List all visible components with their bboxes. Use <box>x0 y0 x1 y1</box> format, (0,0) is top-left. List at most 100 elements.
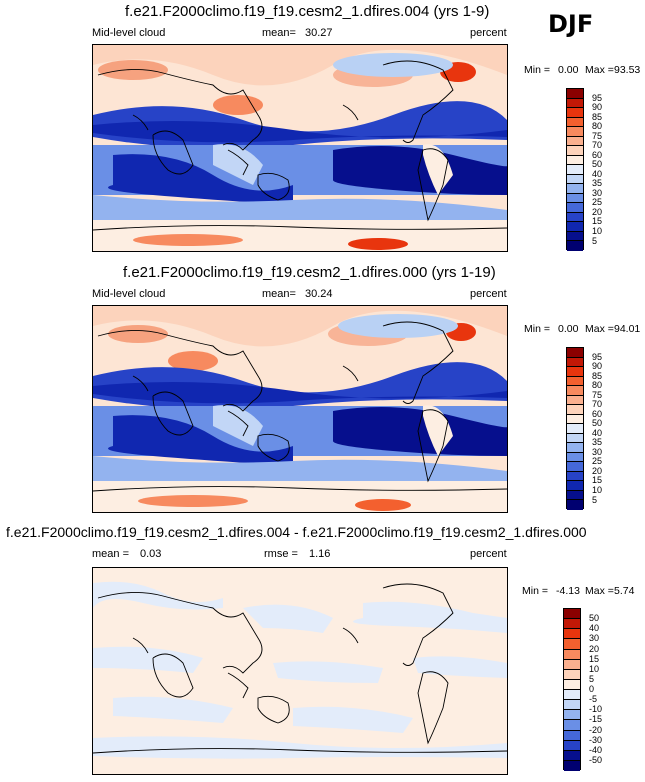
colorbar-1-swatch <box>567 231 583 242</box>
colorbar-1-swatch <box>567 203 583 213</box>
colorbar-tick-label: 30 <box>589 633 600 644</box>
panel-3-mean-value: 0.03 <box>140 548 162 560</box>
colorbar-tick-label: 50 <box>589 613 600 624</box>
colorbar-2-swatch <box>567 405 583 415</box>
colorbar-2-swatch <box>567 376 583 387</box>
colorbar-tick-label: 20 <box>589 643 600 654</box>
colorbar-3-swatch <box>564 649 580 660</box>
colorbar-1-swatch <box>567 155 583 166</box>
colorbar-tick-label: 75 <box>592 389 603 400</box>
colorbar-tick-label: 90 <box>592 361 603 372</box>
colorbar-2-swatch <box>567 481 583 491</box>
colorbar-2-swatch <box>567 443 583 453</box>
panel-1-colorbar <box>566 88 584 251</box>
colorbar-3-swatch <box>564 700 580 711</box>
panel-1-map <box>92 44 508 252</box>
colorbar-tick-label: 95 <box>592 351 603 362</box>
panel-3-units: percent <box>470 548 507 560</box>
panel-2-colorbar <box>566 347 584 510</box>
colorbar-tick-label: 60 <box>592 149 603 160</box>
panel-2-mean-value: 30.24 <box>305 288 333 300</box>
colorbar-1-swatch <box>567 184 583 194</box>
colorbar-1-swatch <box>567 193 583 204</box>
colorbar-tick-label: 85 <box>592 370 603 381</box>
colorbar-2-swatch <box>567 386 583 396</box>
panel-2-colorbar-ticks: 95 90 85 80 75 70 60 50 40 35 30 25 20 1… <box>566 347 606 509</box>
colorbar-1-swatch <box>567 127 583 137</box>
colorbar-tick-label: 70 <box>592 399 603 410</box>
panel-1-min-value: 0.00 <box>558 64 579 76</box>
colorbar-tick-label: 40 <box>592 168 603 179</box>
colorbar-tick-label: -40 <box>589 744 603 755</box>
colorbar-2-swatch <box>567 367 583 377</box>
colorbar-3-swatch <box>564 629 580 640</box>
panel-3-colorbar <box>563 608 581 771</box>
panel-2-max-value: 94.01 <box>614 323 641 335</box>
colorbar-2-swatch <box>567 500 583 510</box>
colorbar-1-swatch <box>567 117 583 128</box>
season-label: DJF <box>548 10 594 38</box>
colorbar-1-swatch <box>567 146 583 156</box>
panel-1-max-value: 93.53 <box>614 64 641 76</box>
colorbar-2-swatch <box>567 424 583 434</box>
colorbar-tick-label: 15 <box>589 653 600 664</box>
panel-3-mean-label: mean = <box>92 548 129 560</box>
colorbar-1-swatch <box>567 222 583 232</box>
colorbar-1-swatch <box>567 136 583 147</box>
colorbar-tick-label: -30 <box>589 734 603 745</box>
panel-1-min-label: Min = <box>524 64 550 76</box>
colorbar-3-swatch <box>564 720 580 731</box>
colorbar-2-swatch <box>567 462 583 472</box>
colorbar-tick-label: 50 <box>592 418 603 429</box>
colorbar-2-swatch <box>567 414 583 425</box>
colorbar-3-swatch <box>564 639 580 650</box>
panel-1-units: percent <box>470 27 507 39</box>
panel-3-min-label: Min = <box>522 585 548 597</box>
colorbar-tick-label: 10 <box>592 225 603 236</box>
colorbar-3-swatch <box>564 750 580 761</box>
colorbar-tick-label: 95 <box>592 92 603 103</box>
colorbar-tick-label: 10 <box>592 484 603 495</box>
colorbar-3-swatch <box>564 609 580 620</box>
colorbar-tick-label: 70 <box>592 140 603 151</box>
colorbar-tick-label: 30 <box>592 187 603 198</box>
panel-2-title: f.e21.F2000climo.f19_f19.cesm2_1.dfires.… <box>123 264 496 281</box>
colorbar-2-swatch <box>567 471 583 482</box>
panel-2-min-label: Min = <box>524 323 550 335</box>
colorbar-tick-label: 35 <box>592 178 603 189</box>
colorbar-tick-label: 90 <box>592 102 603 113</box>
colorbar-1-swatch <box>567 98 583 109</box>
panel-1-variable-label: Mid-level cloud <box>92 27 166 39</box>
colorbar-2-swatch <box>567 452 583 463</box>
colorbar-3-swatch <box>564 690 580 701</box>
colorbar-tick-label: 80 <box>592 121 603 132</box>
colorbar-tick-label: 25 <box>592 456 603 467</box>
colorbar-tick-label: -50 <box>589 754 603 765</box>
colorbar-tick-label: 10 <box>589 663 600 674</box>
colorbar-3-swatch <box>564 740 580 751</box>
colorbar-2-swatch <box>567 433 583 444</box>
panel-3-rmse-value: 1.16 <box>309 548 331 560</box>
colorbar-1-swatch <box>567 174 583 185</box>
colorbar-1-swatch <box>567 241 583 251</box>
colorbar-tick-label: 5 <box>592 235 598 246</box>
colorbar-2-swatch <box>567 357 583 368</box>
colorbar-1-swatch <box>567 108 583 118</box>
panel-1-mean-value: 30.27 <box>305 27 333 39</box>
colorbar-tick-label: 35 <box>592 437 603 448</box>
colorbar-tick-label: 75 <box>592 130 603 141</box>
colorbar-tick-label: 40 <box>589 623 600 634</box>
panel-3-rmse-label: rmse = <box>264 548 298 560</box>
colorbar-tick-label: 5 <box>589 673 595 684</box>
panel-3-colorbar-ticks: 50 40 30 20 15 10 5 0 -5 -10 -15 -20 -30… <box>563 608 603 770</box>
colorbar-tick-label: 60 <box>592 408 603 419</box>
colorbar-tick-label: 85 <box>592 111 603 122</box>
colorbar-tick-label: 20 <box>592 206 603 217</box>
panel-2-map <box>92 305 508 513</box>
panel-3-max-value: 5.74 <box>614 585 635 597</box>
colorbar-tick-label: 15 <box>592 216 603 227</box>
colorbar-tick-label: 30 <box>592 446 603 457</box>
colorbar-tick-label: 25 <box>592 197 603 208</box>
colorbar-tick-label: 80 <box>592 380 603 391</box>
colorbar-1-swatch <box>567 165 583 175</box>
